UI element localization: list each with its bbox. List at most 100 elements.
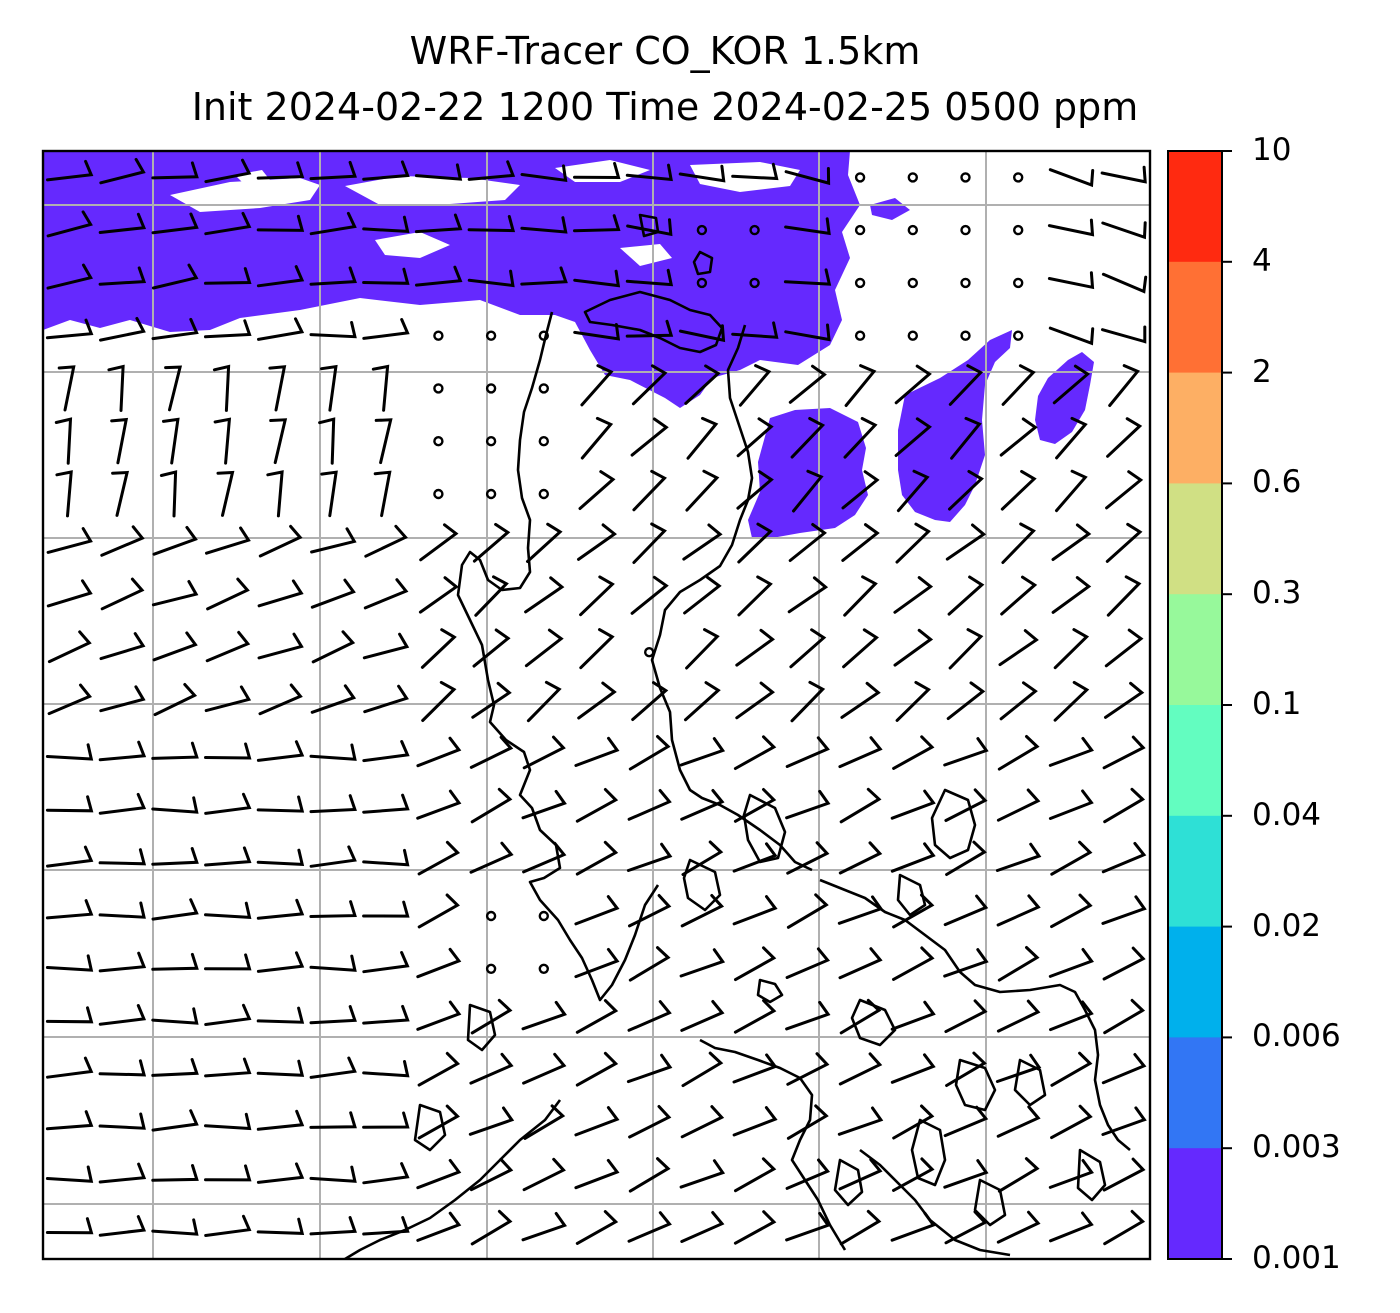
wind-barb (204, 1057, 252, 1078)
wind-barb (737, 575, 773, 617)
wind-barb (151, 580, 199, 607)
wind-barb (256, 1006, 305, 1024)
wind-barb (625, 163, 673, 182)
map-title-line-2: Init 2024-02-22 1200 Time 2024-02-25 050… (191, 85, 1139, 129)
tracer-plume-central (748, 408, 868, 538)
calm-wind-marker (433, 488, 444, 500)
wind-barb (894, 364, 932, 405)
wind-barb (575, 788, 619, 823)
wind-barb (204, 211, 252, 236)
wind-barb (98, 1112, 146, 1130)
wind-barb (785, 1158, 831, 1190)
wind-barb (1049, 1211, 1094, 1243)
coast-east-peninsula (819, 878, 1131, 1151)
wind-barb (785, 736, 830, 768)
wind-barb (842, 628, 879, 669)
wind-barb (256, 1217, 305, 1235)
island-12 (1076, 1148, 1107, 1202)
wind-barb (311, 630, 356, 664)
wind-barb (680, 1211, 725, 1243)
wind-barb (839, 1209, 882, 1246)
wind-barb (1104, 628, 1144, 668)
wind-barb (632, 522, 667, 564)
wind-barb (256, 740, 305, 762)
wind-barb (204, 953, 252, 971)
wind-barb (416, 947, 462, 979)
wind-barb (892, 1104, 935, 1140)
wind-barb (950, 416, 982, 460)
calm-wind-marker (538, 330, 549, 341)
wind-barb (98, 1004, 147, 1026)
wind-barb (783, 268, 832, 286)
calm-wind-marker (644, 647, 655, 658)
calm-wind-marker (854, 172, 866, 183)
wind-barb (373, 470, 392, 518)
colorbar-band-0 (1168, 151, 1222, 263)
wind-barb (684, 364, 721, 405)
wind-barb (577, 523, 617, 561)
wind-barb (838, 841, 883, 875)
wind-barb (573, 214, 621, 233)
wind-barb (1000, 469, 1037, 511)
colorbar-label-2: 2 (1252, 353, 1272, 390)
wind-barb (421, 680, 457, 722)
wind-barb (98, 951, 147, 973)
wind-barb (946, 681, 986, 721)
wind-barb (363, 684, 409, 714)
wind-barb (785, 789, 831, 820)
colorbar-label-0.1: 0.1 (1252, 686, 1302, 722)
wind-barb (151, 1058, 199, 1077)
coast-korea-west (456, 311, 660, 1002)
colorbar-label-0.02: 0.02 (1252, 907, 1322, 944)
wind-barb (419, 523, 459, 562)
wind-barb (789, 628, 827, 669)
wind-barb (362, 951, 410, 974)
wind-barb (205, 630, 251, 663)
wind-barb (837, 1106, 884, 1136)
wind-barb (309, 900, 357, 918)
wind-barb (1050, 1104, 1093, 1140)
wind-barb (212, 364, 231, 412)
wind-barb (838, 1052, 883, 1086)
wind-barb (98, 1162, 147, 1184)
wind-barb (578, 470, 616, 510)
wind-barb (627, 1211, 672, 1243)
wind-barb (574, 1106, 620, 1137)
wind-barb (204, 158, 252, 184)
wind-barb (733, 1210, 777, 1245)
wind-barb (1050, 840, 1093, 876)
wind-barb (470, 1209, 513, 1246)
wind-barb (632, 469, 667, 512)
wind-barb (472, 522, 511, 563)
wind-barb (469, 735, 514, 769)
colorbar (1168, 151, 1222, 1260)
wind-barb (575, 999, 619, 1034)
wind-barb (997, 946, 1040, 982)
wind-barb (996, 788, 1041, 822)
colorbar-band-8 (1168, 1037, 1222, 1149)
island-10 (466, 1003, 497, 1052)
wind-barb (521, 1000, 567, 1031)
calm-wind-marker (538, 383, 549, 394)
wind-barb (998, 629, 1039, 667)
island-4 (896, 873, 927, 917)
colorbar-label-0.006: 0.006 (1252, 1018, 1341, 1055)
wind-barb (362, 318, 410, 340)
wind-barb (107, 364, 125, 412)
wind-barb (837, 895, 884, 925)
wind-barb (362, 793, 410, 814)
wind-barb (678, 164, 726, 183)
wind-barb (681, 840, 724, 876)
wind-barb (574, 736, 620, 767)
wind-barb (790, 417, 826, 459)
coast-bay-north (583, 290, 724, 354)
wind-barb (1101, 272, 1148, 294)
colorbar-label-0.003: 0.003 (1252, 1129, 1341, 1166)
wind-barb (416, 1211, 462, 1242)
wind-barb (841, 523, 880, 562)
wind-barb (110, 417, 129, 465)
wind-barb (995, 1053, 1042, 1083)
wind-barb (1103, 1209, 1146, 1246)
wind-barb (521, 1212, 567, 1242)
wind-barb (522, 1052, 567, 1085)
